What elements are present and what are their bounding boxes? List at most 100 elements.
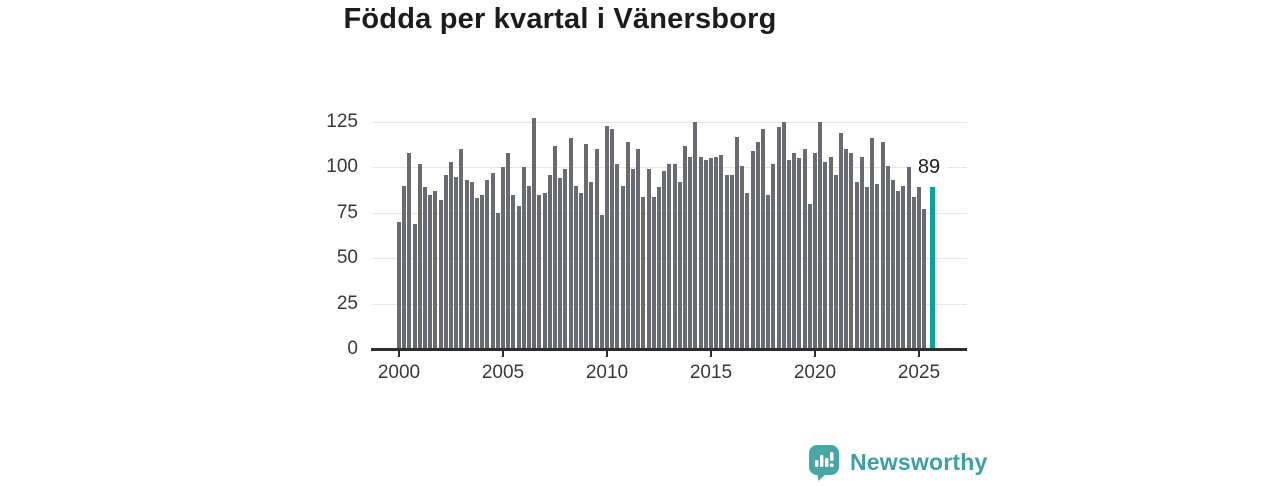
- bar: [537, 194, 542, 349]
- bar: [844, 149, 849, 349]
- x-axis-label: 2005: [481, 362, 525, 383]
- y-axis-label: 75: [336, 201, 358, 223]
- bar: [423, 187, 427, 349]
- bar: [828, 156, 833, 349]
- bar: [719, 154, 724, 349]
- bar: [818, 122, 823, 349]
- highlighted-bar: [930, 187, 935, 349]
- x-axis-tick: [606, 350, 608, 357]
- bar: [703, 160, 708, 349]
- x-axis-tick: [814, 350, 816, 357]
- x-axis-label: 2020: [793, 362, 837, 383]
- bar: [688, 156, 693, 349]
- bar: [917, 187, 921, 349]
- bar: [485, 180, 490, 349]
- bar: [735, 136, 739, 349]
- bar: [417, 163, 422, 349]
- bar: [755, 142, 760, 349]
- bar: [698, 156, 703, 349]
- bar: [506, 152, 511, 349]
- bar: [563, 169, 568, 349]
- bar: [605, 125, 609, 349]
- x-axis-label: 2015: [689, 362, 733, 383]
- bar: [547, 174, 552, 349]
- bar: [599, 214, 604, 349]
- bar: [443, 174, 448, 349]
- bar: [532, 118, 537, 349]
- bar: [469, 181, 474, 349]
- bar: [428, 194, 433, 349]
- plot-area: 89: [373, 118, 967, 349]
- bar: [911, 196, 916, 349]
- bar: [662, 171, 667, 349]
- bar: [459, 149, 464, 349]
- bar: [501, 167, 505, 349]
- y-axis-label: 0: [347, 338, 358, 359]
- x-axis-label: 2000: [377, 362, 421, 383]
- bar: [823, 162, 828, 349]
- bar: [865, 187, 869, 349]
- bar: [901, 185, 906, 349]
- bar: [610, 129, 615, 349]
- bar: [454, 176, 459, 349]
- gridline: [373, 122, 967, 123]
- bar: [813, 152, 817, 349]
- bar: [620, 185, 625, 349]
- bar: [766, 194, 771, 349]
- bar: [542, 192, 547, 349]
- bar: [449, 162, 453, 349]
- bar: [553, 145, 557, 349]
- bar: [896, 191, 901, 349]
- bar: [792, 152, 797, 349]
- bar: [584, 143, 589, 349]
- bar: [589, 181, 594, 349]
- bar: [397, 221, 401, 349]
- bar: [495, 212, 500, 349]
- value-annotation: 89: [911, 155, 947, 179]
- bar: [636, 149, 641, 349]
- bar: [833, 174, 838, 349]
- bar: [511, 194, 516, 349]
- bar: [761, 129, 765, 349]
- bar: [402, 185, 407, 349]
- bar: [579, 192, 583, 349]
- bar: [714, 156, 719, 349]
- bar: [885, 165, 890, 349]
- newsworthy-branding: Newsworthy: [808, 444, 987, 481]
- bar: [750, 151, 755, 349]
- bar: [875, 183, 880, 349]
- bar: [870, 138, 875, 349]
- y-axis-label: 100: [326, 156, 358, 178]
- bar: [438, 200, 443, 349]
- bar: [433, 191, 438, 349]
- bar: [781, 122, 786, 349]
- x-axis-tick: [502, 350, 504, 357]
- chart-title: Födda per kvartal i Vänersborg: [343, 3, 777, 35]
- bar: [693, 122, 698, 349]
- x-axis-tick: [398, 350, 400, 357]
- bar: [859, 156, 864, 349]
- bar: [641, 196, 646, 349]
- bar: [709, 158, 713, 349]
- newsworthy-wordmark: Newsworthy: [850, 449, 988, 475]
- x-axis-tick: [710, 350, 712, 357]
- bar: [631, 169, 635, 349]
- bar: [672, 163, 677, 349]
- x-axis-tick: [918, 350, 920, 357]
- y-axis-label: 25: [336, 292, 358, 314]
- bar: [490, 172, 495, 349]
- bar: [412, 223, 417, 349]
- bar: [787, 160, 791, 349]
- bar: [475, 198, 479, 349]
- bar: [464, 180, 469, 349]
- bar: [480, 194, 485, 349]
- y-axis-label: 50: [336, 247, 358, 269]
- newsworthy-logo-icon: [808, 444, 841, 481]
- x-axis-line: [371, 348, 967, 351]
- bar: [516, 205, 521, 349]
- bar: [573, 185, 578, 349]
- bar: [521, 167, 526, 349]
- bar: [729, 174, 734, 349]
- bar: [646, 169, 651, 349]
